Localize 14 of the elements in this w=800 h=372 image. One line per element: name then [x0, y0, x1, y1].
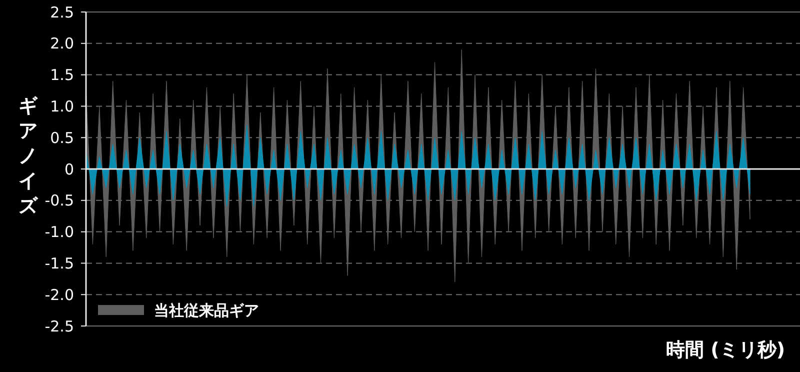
y-tick-label: 1.5 — [50, 66, 74, 84]
y-tick-label: 0 — [64, 160, 74, 178]
y-tick-label: 0.5 — [50, 128, 74, 147]
x-axis-title: 時間 (ミリ秒) — [666, 339, 785, 361]
y-tick-label: 2.0 — [50, 34, 74, 53]
y-axis-title: ギアノイズ — [18, 95, 38, 217]
y-tick-label: 2.5 — [50, 3, 74, 22]
y-tick-label: -2.0 — [44, 286, 74, 304]
y-tick-label: -1.0 — [44, 223, 74, 242]
legend-label: 当社従来品ギア — [154, 301, 259, 320]
y-tick-label: -2.5 — [44, 317, 74, 336]
y-tick-label: -1.5 — [44, 254, 74, 272]
y-tick-label: -0.5 — [44, 192, 74, 210]
y-tick-label: 1.0 — [50, 97, 74, 116]
